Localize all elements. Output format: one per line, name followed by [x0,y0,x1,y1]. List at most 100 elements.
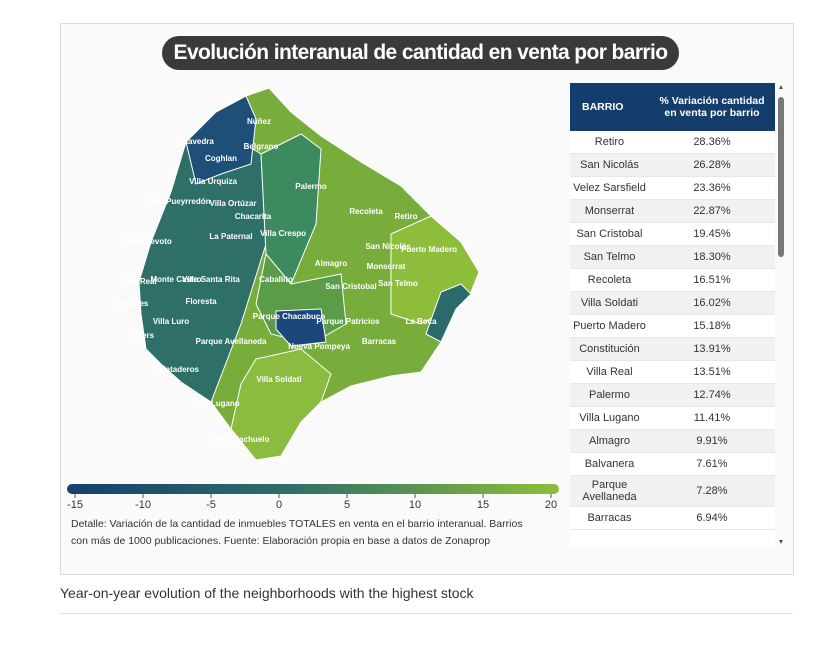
map-label: Núñez [247,117,271,126]
parque-chacabuco-area [275,308,327,347]
map-label: Villa Lugano [192,399,240,408]
map-label: Chacarita [235,212,272,221]
table-row: Recoleta 16.51% [570,268,775,292]
map-label: Parque Chacabuco [253,312,326,321]
map-label: San Nicolás [365,242,411,251]
colorbar-tick-label: 15 [477,499,489,511]
table-row: Villa Real 13.51% [570,360,775,384]
table-row: Villa Soldati 16.02% [570,291,775,315]
value-cell: 28.36% [648,131,775,154]
map-label: Recoleta [349,207,383,216]
scrollbar[interactable] [777,83,785,548]
map-label: Parque Avellaneda [196,337,268,346]
name-cell: Barracas [570,506,649,530]
map-label: Monserrat [367,262,406,271]
colorbar [67,484,559,494]
map-label: Palermo [295,182,327,191]
map-label: San Telmo [378,279,418,288]
colorbar-tick-label: -5 [206,499,216,511]
name-cell: Monserrat [570,199,649,223]
map-label: La Boca [405,317,437,326]
map-label: Villa Crespo [260,229,306,238]
map-label: Villa Luro [153,317,189,326]
map-label: Monte Castro [150,275,201,284]
colorbar-tick-label: 10 [409,499,421,511]
table-row: San Nicolás 26.28% [570,153,775,177]
figure-title: Evolución interanual de cantidad en vent… [162,36,679,70]
map-label: Saavedra [178,137,214,146]
table-row: Retiro 28.36% [570,131,775,154]
name-cell: Constitución [570,337,649,361]
map-label: Villa Urquiza [189,177,237,186]
caption: Year-on-year evolution of the neighborho… [60,585,474,601]
map-label: Coghlan [205,154,237,163]
map-label: Retiro [394,212,417,221]
colorbar-tick-label: -10 [135,499,151,511]
value-cell: 7.28% [648,475,775,507]
header-cell: % Variación cantidad en venta por barrio [648,83,775,131]
name-cell: San Nicolás [570,153,649,177]
name-cell: Puerto Madero [570,314,649,338]
table-row: Balvanera 7.61% [570,452,775,476]
name-cell: San Cristobal [570,222,649,246]
map-label: Nueva Pompeya [288,342,350,351]
name-cell: Retiro [570,131,649,154]
table: BARRIO% Variación cantidad en venta por … [570,83,775,530]
map-label: Villa Soldati [256,375,301,384]
table-row: Barracas 6.94% [570,506,775,530]
colorbar-tick-label: 5 [344,499,350,511]
table-row: Velez Sarsfield 23.36% [570,176,775,200]
value-cell: 23.36% [648,176,775,200]
map-label: Caballito [259,275,293,284]
name-cell: Balvanera [570,452,649,476]
table-row: Almagro 9.91% [570,429,775,453]
table-row: Palermo 12.74% [570,383,775,407]
table-row: Puerto Madero 15.18% [570,314,775,338]
value-cell: 13.51% [648,360,775,384]
table-row: Constitución 13.91% [570,337,775,361]
name-cell: Palermo [570,383,649,407]
figure: Evolución interanual de cantidad en vent… [60,23,794,575]
value-cell: 22.87% [648,199,775,223]
value-cell: 18.30% [648,245,775,269]
map-label: Belgrano [244,142,279,151]
map-label: Villa Ortúzar [210,199,257,208]
value-cell: 11.41% [648,406,775,430]
table-header: BARRIO% Variación cantidad en venta por … [570,83,775,131]
value-cell: 15.18% [648,314,775,338]
colorbar-tick-label: 20 [545,499,557,511]
map-label: Villa Riachuelo [213,435,270,444]
region-north [185,95,257,185]
map-label: San Cristobal [325,282,377,291]
map-label: Parque Patricios [316,317,380,326]
map-label: Versalles [114,299,149,308]
map-label: Villa Real [121,277,156,286]
name-cell: Villa Soldati [570,291,649,315]
colorbar-tick-label: 0 [276,499,282,511]
name-cell: Recoleta [570,268,649,292]
map-label: Villa Santa Rita [182,275,240,284]
header-cell: BARRIO [570,83,649,131]
table-row: Parque Avellaneda 7.28% [570,475,775,507]
value-cell: 9.91% [648,429,775,453]
colorbar-tick-label: -15 [67,499,83,511]
map: Núñez Saavedra Coghlan Belgrano Villa Urquiz… [67,87,559,511]
name-cell: Velez Sarsfield [570,176,649,200]
map-label: Villa Devoto [126,237,172,246]
name-cell: Villa Real [570,360,649,384]
table-row: Monserrat 22.87% [570,199,775,223]
map-label: La Paternal [209,232,252,241]
table-row: San Telmo 18.30% [570,245,775,269]
map-label: Puerto Madero [401,245,457,254]
value-cell: 19.45% [648,222,775,246]
map-label: Almagro [315,259,348,268]
map-label: Barracas [362,337,397,346]
divider [60,613,793,614]
value-cell: 6.94% [648,506,775,530]
name-cell: Almagro [570,429,649,453]
value-cell: 12.74% [648,383,775,407]
value-cell: 16.51% [648,268,775,292]
value-cell: 7.61% [648,452,775,476]
table-container: BARRIO% Variación cantidad en venta por … [570,83,775,548]
